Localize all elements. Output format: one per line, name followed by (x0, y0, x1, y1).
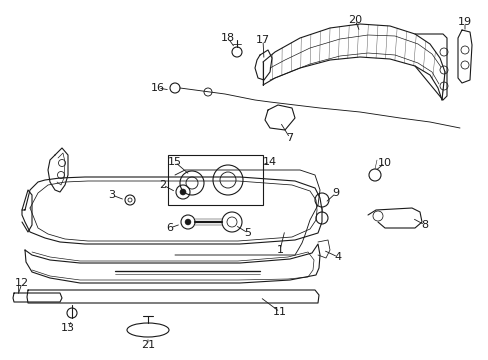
Text: 8: 8 (421, 220, 427, 230)
Text: 2: 2 (159, 180, 166, 190)
Text: 20: 20 (347, 15, 361, 25)
Text: 17: 17 (255, 35, 269, 45)
Text: 9: 9 (332, 188, 339, 198)
Text: 18: 18 (221, 33, 235, 43)
Text: 15: 15 (168, 157, 182, 167)
Text: 21: 21 (141, 340, 155, 350)
Circle shape (180, 189, 185, 195)
Text: 13: 13 (61, 323, 75, 333)
Text: 14: 14 (263, 157, 277, 167)
Text: 4: 4 (334, 252, 341, 262)
Text: 5: 5 (244, 228, 251, 238)
Text: 11: 11 (272, 307, 286, 317)
Text: 10: 10 (377, 158, 391, 168)
Text: 16: 16 (151, 83, 164, 93)
Text: 6: 6 (166, 223, 173, 233)
Text: 7: 7 (286, 133, 293, 143)
Text: 3: 3 (108, 190, 115, 200)
Circle shape (184, 219, 191, 225)
Text: 12: 12 (15, 278, 29, 288)
Text: 1: 1 (276, 245, 283, 255)
Text: 19: 19 (457, 17, 471, 27)
